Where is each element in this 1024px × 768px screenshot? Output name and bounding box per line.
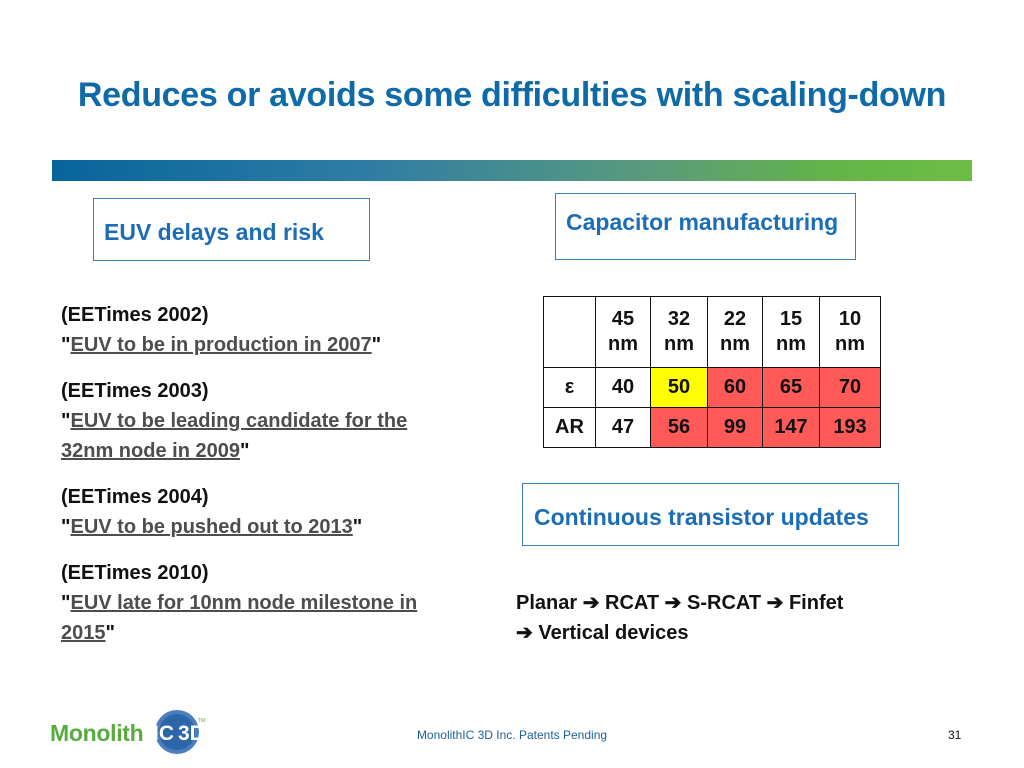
table-cell-critical: 99 — [707, 407, 763, 448]
row-label-ar: AR — [543, 407, 596, 448]
euv-delays-label: EUV delays and risk — [104, 219, 324, 245]
logo-wordmark: Monolith — [50, 720, 144, 746]
table-row: ε 40 50 60 65 70 — [543, 367, 881, 408]
table-cell-critical: 193 — [819, 407, 881, 448]
quote-link[interactable]: EUV to be in production in 2007 — [70, 334, 372, 356]
header-cell: 32 nm — [650, 296, 708, 368]
capacitor-manufacturing-label: Capacitor manufacturing — [566, 209, 839, 235]
table-cell-critical: 70 — [819, 367, 881, 408]
arrow-right-icon: ➔ — [582, 592, 600, 614]
table-cell: 47 — [595, 407, 651, 448]
slide-title: Reduces or avoids some difficulties with… — [77, 76, 947, 114]
capacitor-scaling-table: 45 nm 32 nm 22 nm 15 nm 10 nm ε 40 50 60 65 7… — [543, 296, 881, 448]
transistor-evolution-text: Planar ➔ RCAT ➔ S-RCAT ➔ Finfet ➔ Vertic… — [516, 588, 936, 648]
quote-source: (EETimes 2004) — [61, 486, 209, 508]
header-cell: 15 nm — [762, 296, 820, 368]
quote-link[interactable]: EUV late for 10nm node milestone in 2015 — [61, 592, 418, 644]
table-cell-critical: 147 — [762, 407, 820, 448]
quote-source: (EETimes 2002) — [61, 304, 209, 326]
table-header-row: 45 nm 32 nm 22 nm 15 nm 10 nm — [543, 296, 881, 368]
monolithic-3d-logo: Monolith IC 3D TM — [50, 708, 210, 756]
quote-item: (EETimes 2003) "EUV to be leading candid… — [61, 376, 421, 466]
transistor-updates-box: Continuous transistor updates — [522, 483, 899, 546]
svg-text:IC: IC — [153, 722, 174, 745]
logo-tm: TM — [198, 718, 205, 724]
header-cell: 45 nm — [595, 296, 651, 368]
footer-patents: MonolithIC 3D Inc. Patents Pending — [416, 728, 608, 742]
table-corner-cell — [543, 296, 596, 368]
table-cell-highlight: 50 — [650, 367, 708, 408]
arrow-right-icon: ➔ — [516, 622, 533, 644]
logo-badge-icon: IC 3D TM — [153, 710, 205, 754]
table-row: AR 47 56 99 147 193 — [543, 407, 881, 448]
quote-source: (EETimes 2003) — [61, 380, 209, 402]
arrow-right-icon: ➔ — [664, 592, 682, 614]
quote-item: (EETimes 2002) "EUV to be in production … — [61, 300, 421, 360]
arrow-right-icon: ➔ — [766, 592, 784, 614]
transistor-updates-label: Continuous transistor updates — [534, 503, 869, 530]
eetimes-quotes-list: (EETimes 2002) "EUV to be in production … — [61, 300, 421, 664]
row-label-epsilon: ε — [543, 367, 596, 408]
quote-link[interactable]: EUV to be pushed out to 2013 — [70, 516, 353, 538]
capacitor-manufacturing-box: Capacitor manufacturing — [555, 193, 856, 260]
quote-link[interactable]: EUV to be leading candidate for the 32nm… — [61, 410, 408, 462]
transistor-line-2: ➔ Vertical devices — [516, 622, 689, 644]
table-cell: 40 — [595, 367, 651, 408]
page-number: 31 — [948, 728, 962, 742]
header-cell: 22 nm — [707, 296, 763, 368]
logo-badge-text: 3D — [178, 722, 205, 745]
quote-item: (EETimes 2010) "EUV late for 10nm node m… — [61, 558, 421, 648]
title-divider-bar — [52, 160, 972, 181]
table-cell-critical: 65 — [762, 367, 820, 408]
quote-item: (EETimes 2004) "EUV to be pushed out to … — [61, 482, 421, 542]
table-cell-critical: 56 — [650, 407, 708, 448]
table-cell-critical: 60 — [707, 367, 763, 408]
quote-source: (EETimes 2010) — [61, 562, 209, 584]
header-cell: 10 nm — [819, 296, 881, 368]
euv-delays-box: EUV delays and risk — [93, 198, 370, 261]
transistor-line-1: Planar ➔ RCAT ➔ S-RCAT ➔ Finfet — [516, 592, 844, 614]
